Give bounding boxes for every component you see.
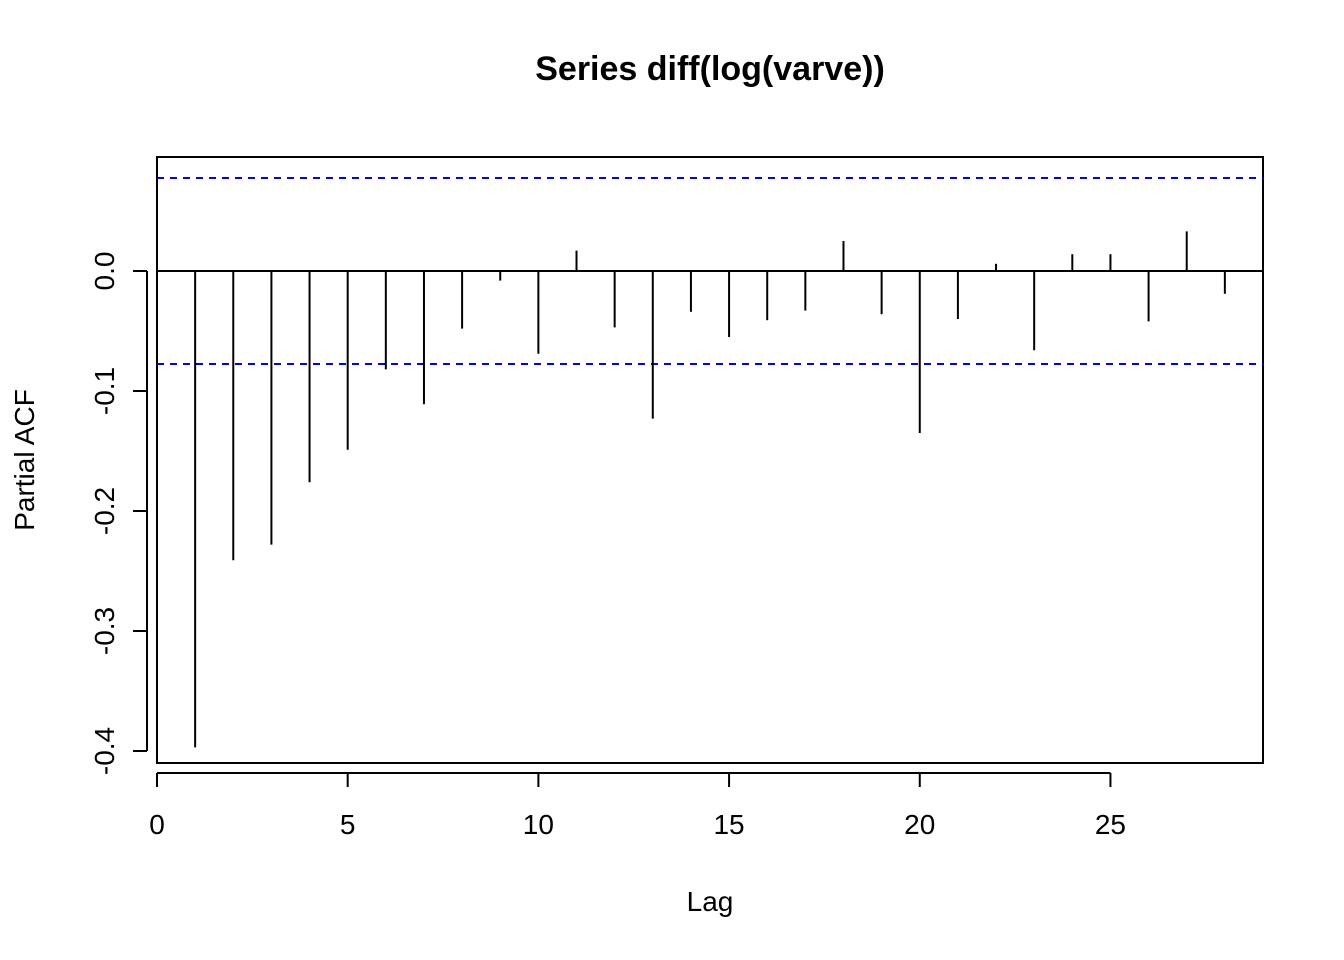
y-tick-label-0: -0.4 <box>89 727 120 775</box>
x-axis-label: Lag <box>687 886 734 917</box>
y-tick-label-2: -0.2 <box>89 487 120 535</box>
plot-frame <box>156 156 1264 764</box>
x-tick-label-5: 5 <box>340 809 356 840</box>
y-axis-label: Partial ACF <box>9 389 40 531</box>
y-tick-label-4: 0.0 <box>89 252 120 291</box>
x-tick-label-10: 10 <box>523 809 554 840</box>
y-tick-label-1: -0.3 <box>89 607 120 655</box>
x-tick-label-25: 25 <box>1095 809 1126 840</box>
chart-marks: 0 5 10 15 20 25 -0.4 -0.3 -0.2 -0.1 0.0 <box>89 177 1263 840</box>
y-tick-label-3: -0.1 <box>89 367 120 415</box>
x-tick-label-0: 0 <box>149 809 165 840</box>
x-tick-label-20: 20 <box>904 809 935 840</box>
x-tick-label-15: 15 <box>713 809 744 840</box>
chart-title: Series diff(log(varve)) <box>535 50 885 88</box>
